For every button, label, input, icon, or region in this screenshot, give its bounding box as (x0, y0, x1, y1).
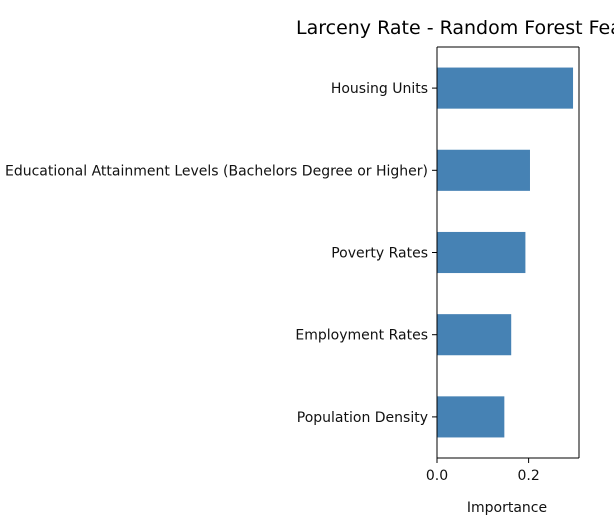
y-ticks-group (432, 87, 437, 418)
chart-title: Larceny Rate - Random Forest Featu (296, 17, 614, 39)
x-axis-label: Importance (467, 500, 547, 516)
bar-4 (437, 396, 505, 438)
bar-1 (437, 149, 530, 191)
bars-group (437, 67, 574, 438)
x-tick-label-0: 0.0 (426, 468, 448, 484)
bar-3 (437, 314, 512, 356)
y-tick-label-2: Poverty Rates (331, 246, 428, 262)
x-tick-label-1: 0.2 (517, 468, 539, 484)
y-tick-label-3: Employment Rates (295, 328, 428, 344)
y-tick-labels-group: Housing Units Educational Attainment Leve… (5, 81, 428, 426)
bar-0 (437, 67, 574, 109)
y-tick-label-1: Educational Attainment Levels (Bachelors… (5, 163, 428, 179)
x-ticks-group: 0.0 0.2 (426, 458, 540, 484)
y-tick-label-4: Population Density (297, 410, 428, 426)
bar-2 (437, 231, 526, 274)
y-tick-label-0: Housing Units (331, 81, 428, 97)
